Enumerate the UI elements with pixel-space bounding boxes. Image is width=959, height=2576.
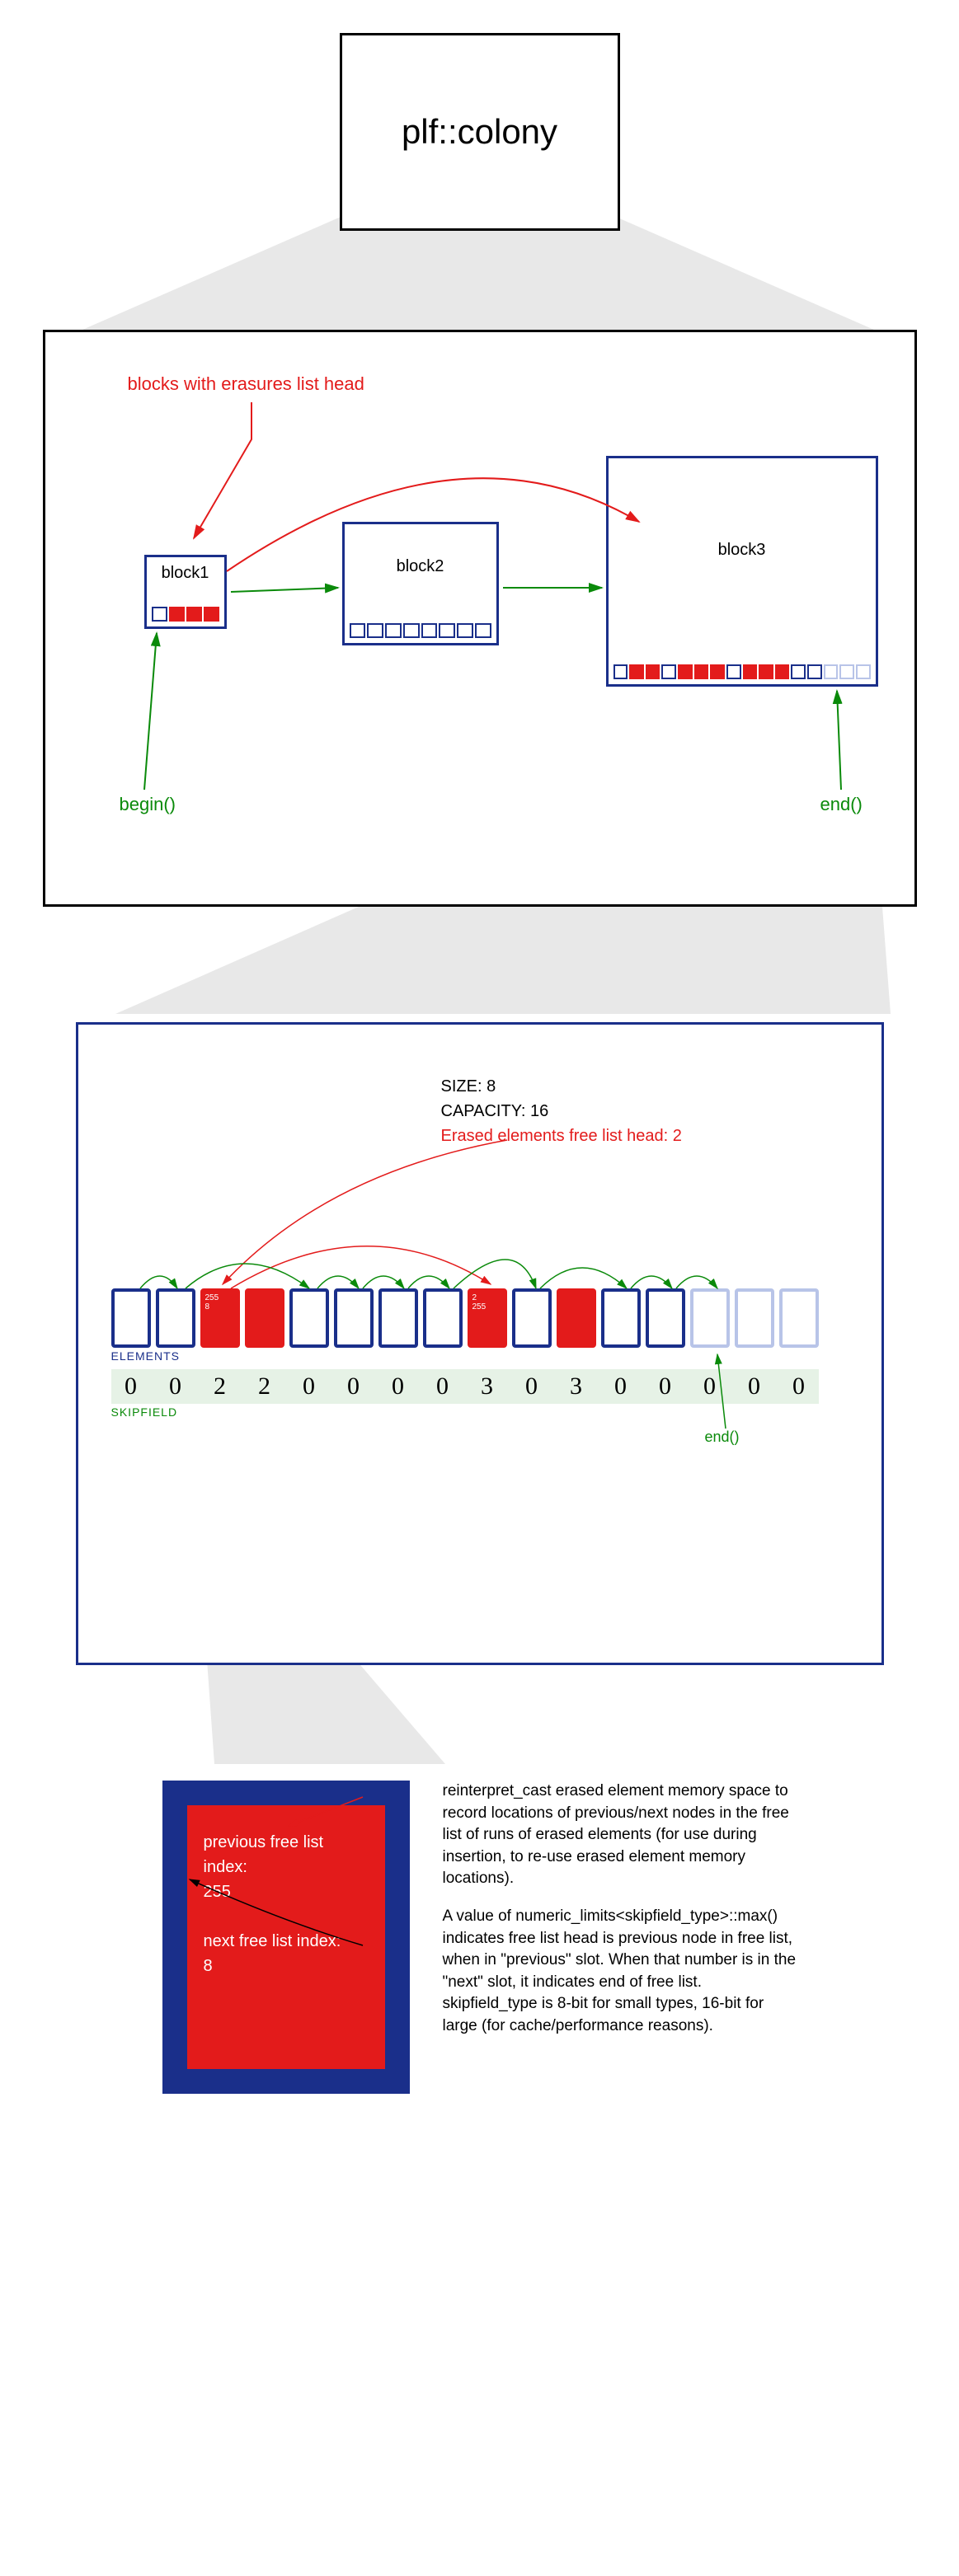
slot: [839, 664, 854, 679]
element-slot: [690, 1288, 730, 1348]
element-slot: [378, 1288, 418, 1348]
element-text-bottom: 8: [205, 1302, 235, 1311]
element-slot: [423, 1288, 463, 1348]
element-text-bottom: 255: [472, 1302, 502, 1311]
block2-slots: [350, 623, 491, 638]
capacity-label: CAPACITY: 16: [441, 1099, 682, 1124]
element-slot: 2255: [468, 1288, 507, 1348]
end-label-panel1: end(): [820, 794, 863, 815]
prev-free-label: previous free list index:: [204, 1830, 369, 1879]
element-slot: [779, 1288, 819, 1348]
footer-paragraph-1: reinterpret_cast erased element memory s…: [443, 1781, 797, 1890]
skipfield-cell: 0: [601, 1372, 641, 1401]
slot: [457, 623, 473, 638]
title-box: plf::colony: [340, 33, 620, 231]
slot: [791, 664, 806, 679]
skipfield-cell: 0: [779, 1372, 819, 1401]
slot: [759, 664, 773, 679]
skipfield-cell: 0: [735, 1372, 774, 1401]
skipfield-cell: 0: [378, 1372, 418, 1401]
block3-label: block3: [609, 458, 876, 560]
footer-text: reinterpret_cast erased element memory s…: [443, 1781, 797, 2053]
element-slot: [557, 1288, 596, 1348]
element-slot: [156, 1288, 195, 1348]
elements-label: ELEMENTS: [111, 1349, 180, 1363]
skipfield-cell: 0: [334, 1372, 374, 1401]
panel-skipfield: SIZE: 8 CAPACITY: 16 Erased elements fre…: [76, 1022, 884, 1665]
element-slot: [601, 1288, 641, 1348]
title-text: plf::colony: [402, 112, 557, 152]
block1: block1: [144, 555, 227, 629]
slot: [169, 607, 185, 622]
skipfield-cell: 0: [289, 1372, 329, 1401]
block1-label: block1: [147, 557, 224, 583]
slot: [421, 623, 438, 638]
slot: [204, 607, 219, 622]
slot: [710, 664, 725, 679]
slot: [694, 664, 709, 679]
element-slot: [735, 1288, 774, 1348]
element-slot: [245, 1288, 284, 1348]
size-label: SIZE: 8: [441, 1074, 682, 1099]
element-slot: [334, 1288, 374, 1348]
erasures-list-label: blocks with erasures list head: [128, 373, 364, 395]
skipfield-cell: 0: [690, 1372, 730, 1401]
slot: [350, 623, 366, 638]
skipfield-cell: 2: [200, 1372, 240, 1401]
element-slot: [646, 1288, 685, 1348]
slot: [856, 664, 871, 679]
slot: [743, 664, 758, 679]
skipfield-cell: 0: [111, 1372, 151, 1401]
slot: [775, 664, 790, 679]
slot: [824, 664, 839, 679]
memory-box: previous free list index: 255 next free …: [162, 1781, 410, 2094]
slot: [629, 664, 644, 679]
slot: [385, 623, 402, 638]
skipfield-cell: 3: [557, 1372, 596, 1401]
prev-free-value: 255: [204, 1879, 369, 1904]
slot: [807, 664, 822, 679]
skipfield-cell: 3: [468, 1372, 507, 1401]
slot: [678, 664, 693, 679]
skipfield-cell: 2: [245, 1372, 284, 1401]
skipfield-label: SKIPFIELD: [111, 1405, 178, 1419]
panel-blocks: blocks with erasures list head block1 bl…: [43, 330, 917, 907]
slot: [726, 664, 741, 679]
slot: [186, 607, 202, 622]
block3: block3: [606, 456, 878, 687]
footer: previous free list index: 255 next free …: [33, 1781, 926, 2094]
skipfield-cell: 0: [423, 1372, 463, 1401]
skipfield-cell: 0: [646, 1372, 685, 1401]
skipfield-cell: 0: [512, 1372, 552, 1401]
element-slot: [289, 1288, 329, 1348]
block1-slots: [152, 607, 219, 622]
footer-paragraph-2: A value of numeric_limits<skipfield_type…: [443, 1906, 797, 2038]
block2-label: block2: [345, 524, 496, 576]
element-text-top: 2: [472, 1293, 502, 1302]
slot: [439, 623, 455, 638]
next-free-value: 8: [204, 1954, 369, 1978]
slot: [475, 623, 491, 638]
end-label-panel2: end(): [705, 1429, 740, 1446]
element-slot: [512, 1288, 552, 1348]
skipfield-cell: 0: [156, 1372, 195, 1401]
next-free-label: next free list index:: [204, 1929, 369, 1954]
block2: block2: [342, 522, 499, 645]
element-slot: [111, 1288, 151, 1348]
slot: [152, 607, 167, 622]
info-block: SIZE: 8 CAPACITY: 16 Erased elements fre…: [441, 1074, 682, 1148]
begin-label: begin(): [120, 794, 176, 815]
element-slot: 2558: [200, 1288, 240, 1348]
skipfield-row: 0022000030300000: [111, 1369, 819, 1404]
memory-inner: previous free list index: 255 next free …: [187, 1805, 385, 2069]
slot: [646, 664, 660, 679]
freelist-head-label: Erased elements free list head: 2: [441, 1124, 682, 1148]
slot: [403, 623, 420, 638]
slot: [613, 664, 628, 679]
slot: [367, 623, 383, 638]
block3-slots: [613, 664, 871, 679]
slot: [661, 664, 676, 679]
elements-row: 25582255: [111, 1288, 819, 1348]
element-text-top: 255: [205, 1293, 235, 1302]
